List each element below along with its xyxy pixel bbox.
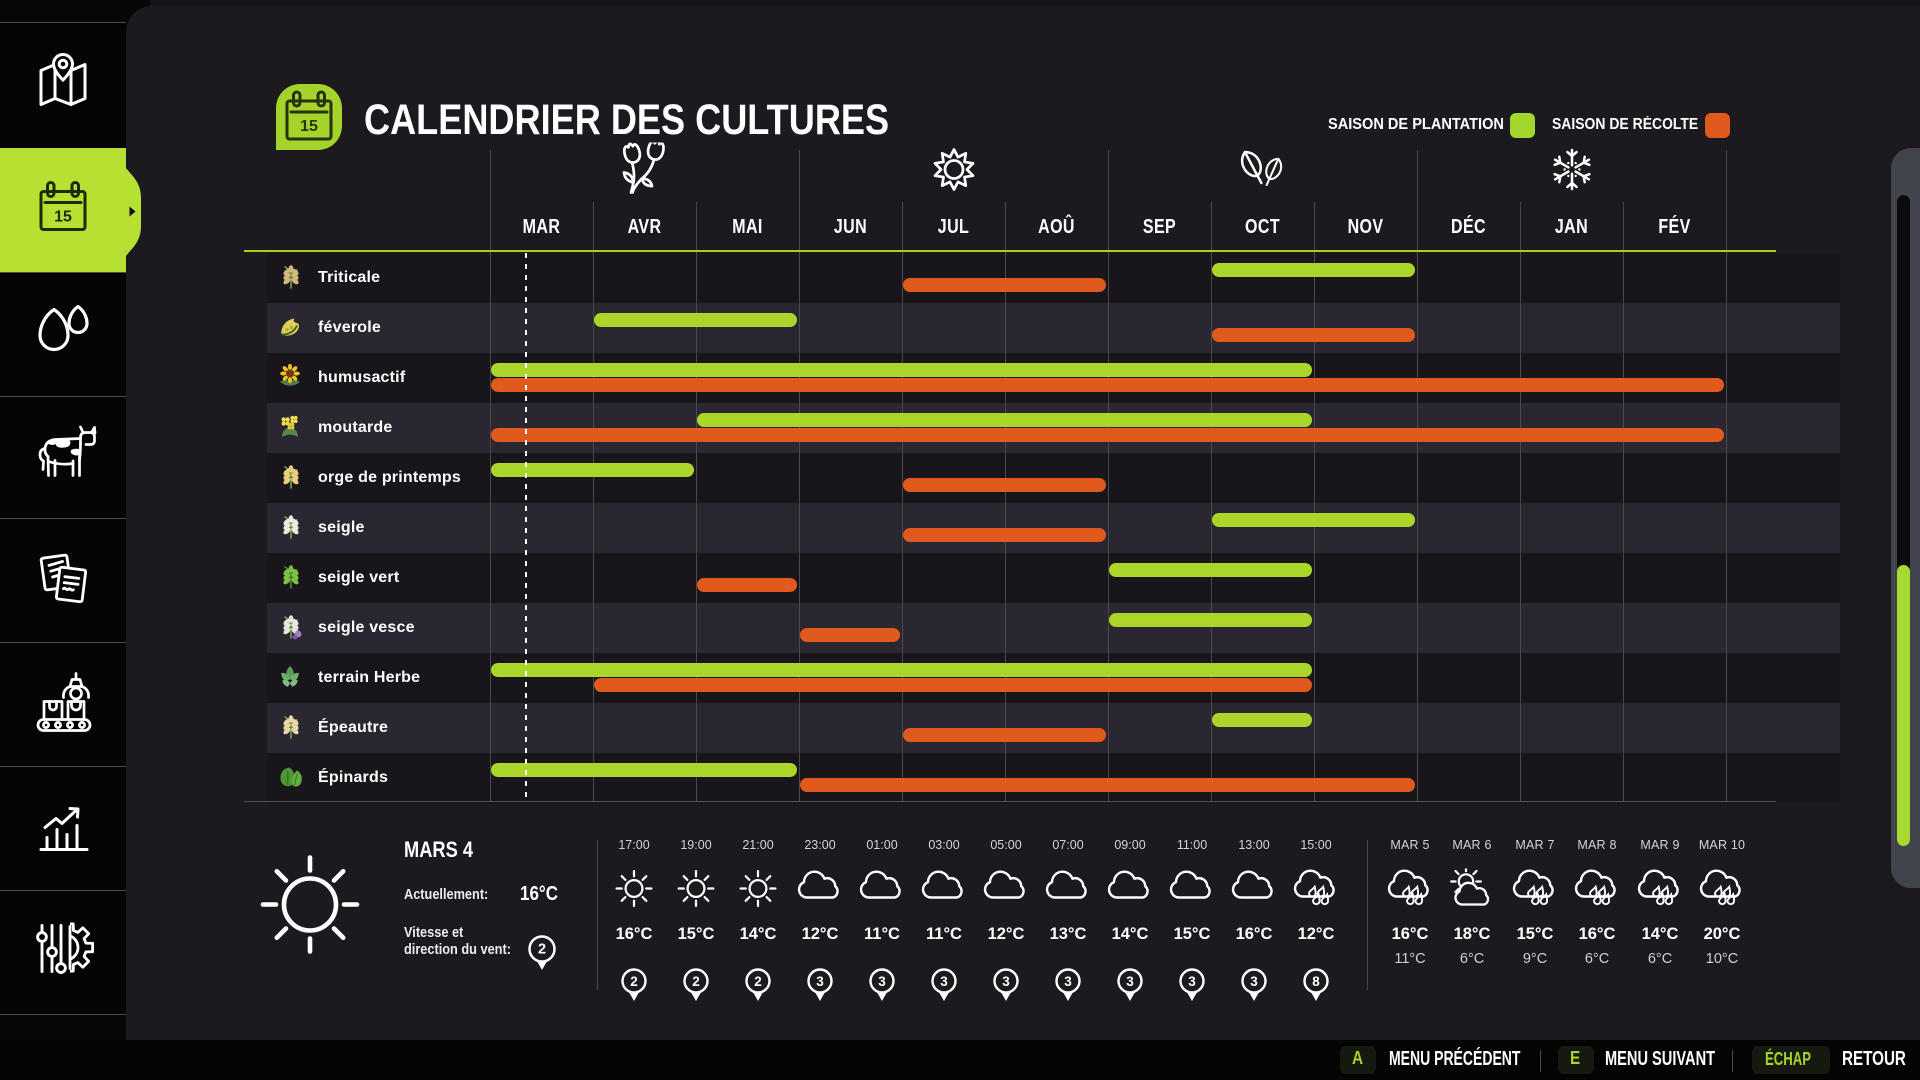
svg-text:3: 3 [1002, 974, 1010, 989]
svg-text:3: 3 [940, 974, 948, 989]
svg-text:15: 15 [300, 118, 318, 135]
svg-text:3: 3 [816, 974, 824, 989]
svg-text:2: 2 [630, 974, 638, 989]
svg-text:2: 2 [692, 974, 700, 989]
svg-text:3: 3 [878, 974, 886, 989]
svg-text:15: 15 [54, 209, 72, 226]
svg-text:2: 2 [538, 942, 546, 958]
svg-text:3: 3 [1188, 974, 1196, 989]
svg-text:3: 3 [1064, 974, 1072, 989]
svg-text:3: 3 [1250, 974, 1258, 989]
svg-text:8: 8 [1312, 974, 1320, 989]
svg-text:2: 2 [754, 974, 762, 989]
svg-text:3: 3 [1126, 974, 1134, 989]
